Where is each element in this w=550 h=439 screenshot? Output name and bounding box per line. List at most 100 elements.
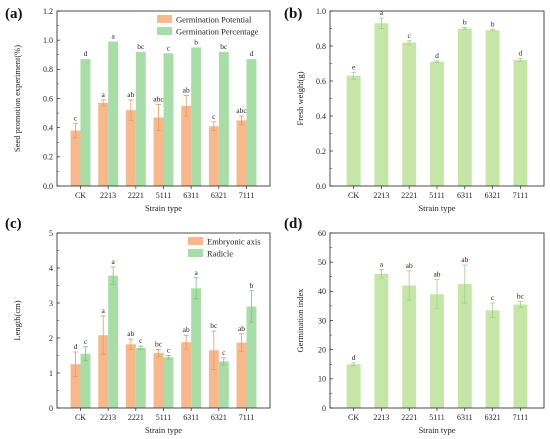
x-axis-title: Strain type (145, 203, 182, 213)
significance-label: b (491, 19, 495, 28)
bar (430, 294, 444, 408)
significance-label: a (102, 306, 106, 315)
x-tick-label: 6311 (183, 191, 199, 200)
x-tick-label: 6321 (211, 191, 227, 200)
y-tick-label: 0.4 (316, 112, 326, 121)
x-tick-label: 6321 (485, 191, 501, 200)
y-axis-title: Seed promotion experiment(%) (12, 45, 22, 152)
x-axis-title: Strain type (145, 425, 182, 435)
x-tick-label: 6311 (183, 413, 199, 422)
y-tick-label: 0.6 (316, 77, 326, 86)
x-tick-label: CK (75, 191, 86, 200)
x-tick-label: 7111 (239, 413, 254, 422)
significance-label: ab (183, 86, 190, 95)
bar (346, 364, 361, 408)
significance-label: c (491, 293, 495, 302)
significance-label: ab (127, 329, 134, 338)
legend-swatch (188, 237, 203, 245)
significance-label: b (463, 18, 467, 27)
bar (374, 23, 389, 186)
y-tick-label: 60 (318, 229, 326, 238)
bar (208, 126, 219, 186)
x-tick-label: 6321 (485, 413, 501, 422)
bar (246, 59, 257, 186)
bar (80, 59, 91, 186)
y-tick-label: 0.6 (43, 94, 53, 103)
bar (346, 75, 361, 186)
bar (181, 105, 192, 186)
y-tick-label: 1.0 (316, 7, 326, 16)
panel-label: (d) (284, 216, 302, 232)
bar (108, 41, 119, 186)
significance-label: e (352, 62, 356, 71)
x-tick-label: CK (348, 413, 359, 422)
significance-label: ab (238, 324, 245, 333)
y-tick-label: 0.2 (316, 147, 326, 156)
significance-label: d (84, 49, 88, 58)
x-tick-label: 2213 (373, 413, 389, 422)
panel-c: (c)012345dcCKaa2213abc2221bcc5111aba6311… (5, 216, 271, 435)
x-axis-title: Strain type (418, 203, 455, 213)
significance-label: c (167, 346, 171, 355)
significance-label: b (250, 281, 254, 290)
significance-label: ab (406, 261, 413, 270)
bar (236, 342, 247, 408)
significance-label: bc (210, 321, 218, 330)
significance-label: a (380, 259, 384, 268)
legend-label: Germination Percentage (176, 26, 259, 36)
plot-frame (56, 232, 271, 409)
panel-label-text: (a) (5, 6, 23, 22)
bar (98, 335, 109, 408)
significance-label: d (250, 49, 254, 58)
significance-label: a (380, 8, 384, 17)
x-tick-label: 2213 (100, 191, 116, 200)
x-tick-label: 2221 (128, 191, 144, 200)
bar (153, 353, 164, 408)
bar (108, 275, 119, 408)
x-tick-label: 7111 (513, 413, 528, 422)
y-tick-label: 3 (49, 299, 53, 308)
bar (135, 51, 146, 187)
bar (125, 110, 136, 186)
x-tick-label: CK (75, 413, 86, 422)
x-tick-label: 6321 (211, 413, 227, 422)
bar (125, 344, 136, 408)
y-tick-label: 0.8 (43, 65, 53, 74)
bar (181, 342, 192, 408)
x-tick-label: 5111 (429, 191, 444, 200)
bar (430, 61, 444, 186)
significance-label: c (222, 348, 226, 357)
significance-label: c (212, 112, 216, 121)
bar (485, 30, 500, 186)
significance-label: ab (183, 325, 190, 334)
y-tick-label: 40 (318, 287, 326, 296)
bar (163, 357, 174, 408)
panel-label-text: (b) (284, 6, 302, 22)
y-tick-label: 0 (49, 404, 53, 413)
legend: Embryonic axis Radicle (188, 236, 261, 258)
bar (218, 51, 229, 187)
bar (402, 285, 417, 408)
significance-label: a (194, 268, 198, 277)
plot-frame (56, 10, 271, 187)
significance-label: bc (155, 340, 163, 349)
bar (485, 310, 500, 408)
x-tick-label: 2221 (128, 413, 144, 422)
significance-label: ab (127, 90, 134, 99)
bar (191, 288, 202, 408)
y-axis-title: Length(cm) (12, 300, 22, 340)
significance-label: bc (220, 42, 228, 51)
y-tick-label: 1 (49, 369, 53, 378)
bar (153, 117, 164, 186)
x-tick-label: CK (348, 191, 359, 200)
x-tick-label: 5111 (156, 191, 171, 200)
panel-a: (a)0.00.20.40.60.81.01.2cdCKaa2213abbc22… (5, 6, 271, 213)
legend-label: Germination Potential (176, 14, 252, 24)
panel-d: (d) 0 10 20 30 40 50 60 d CK a 2213 ab 2221 ab 5111 ab 63… (284, 216, 545, 435)
significance-label: c (84, 337, 88, 346)
x-tick-label: 2221 (401, 191, 417, 200)
bar (457, 28, 472, 186)
bar (98, 102, 109, 186)
bar (80, 353, 91, 408)
